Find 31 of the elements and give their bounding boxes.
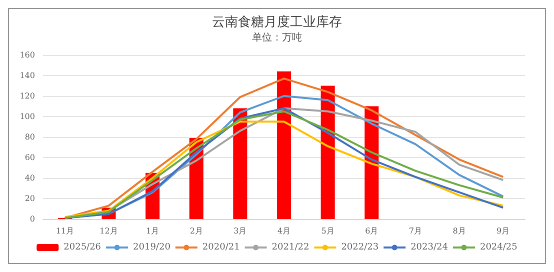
x-tick-label: 12月	[100, 226, 118, 236]
x-tick-label: 9月	[496, 226, 510, 236]
x-tick-label: 8月	[452, 226, 466, 236]
x-tick-label: 2月	[190, 226, 203, 236]
y-tick-label: 140	[20, 71, 35, 80]
x-tick-label: 4月	[277, 226, 291, 236]
legend-label: 2020/21	[202, 242, 240, 252]
y-tick-label: 0	[30, 214, 35, 224]
x-tick-label: 5月	[321, 226, 334, 236]
y-tick-label: 20	[24, 194, 35, 203]
y-tick-label: 40	[24, 174, 35, 182]
x-tick-label: 11月	[56, 226, 74, 236]
chart-subtitle: 单位：万吨	[252, 32, 302, 44]
y-tick-label: 80	[24, 132, 35, 142]
x-tick-label: 7月	[408, 226, 422, 236]
bar	[233, 108, 248, 219]
chart-title: 云南食糖月度工业库存	[212, 14, 342, 30]
y-tick-label: 160	[20, 50, 35, 60]
y-tick-label: 60	[24, 153, 35, 162]
y-tick-label: 100	[20, 112, 35, 121]
legend-label: 2024/25	[480, 242, 518, 252]
legend-label: 2019/20	[133, 242, 171, 252]
x-tick-label: 6月	[365, 226, 378, 236]
y-tick-label: 120	[20, 92, 35, 100]
legend-label: 2025/26	[64, 242, 102, 252]
legend-label: 2022/23	[341, 242, 379, 252]
bar	[276, 71, 292, 219]
legend-label: 2021/22	[272, 242, 310, 252]
x-tick-label: 1月	[146, 226, 160, 236]
x-tick-label: 3月	[234, 226, 247, 236]
legend-label: 2023/24	[410, 242, 448, 252]
